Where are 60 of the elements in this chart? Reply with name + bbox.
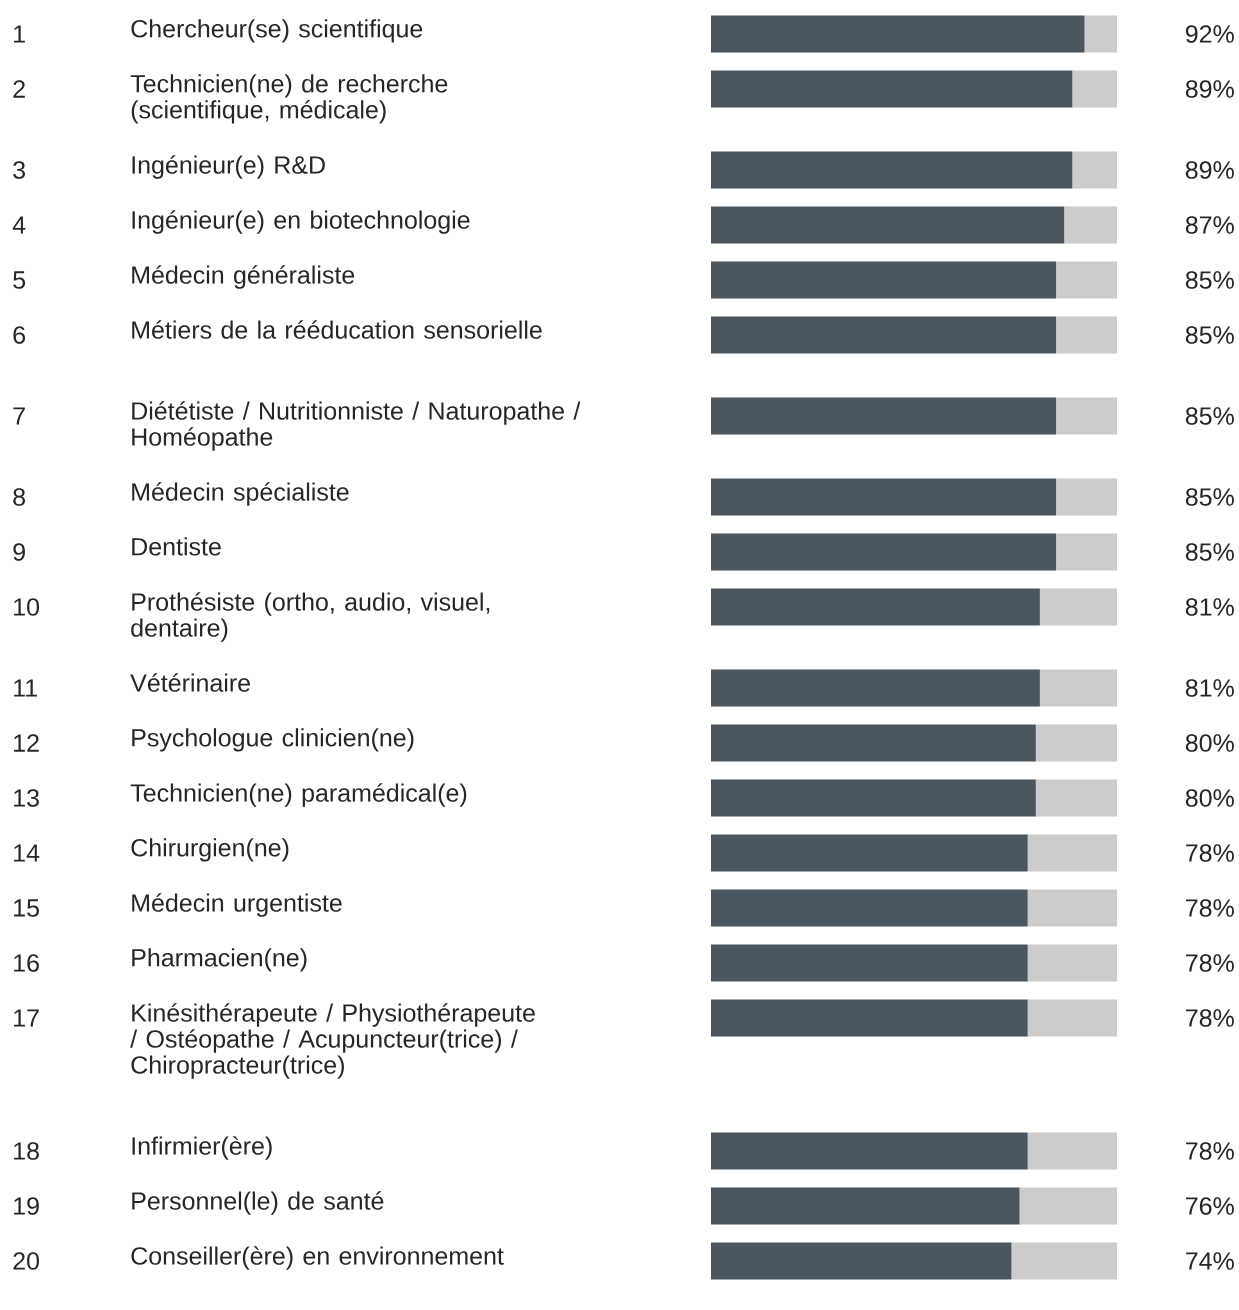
data-label: 89% — [1185, 161, 1234, 179]
text: 7 — [13, 407, 25, 425]
y-tick-label: Technicien(ne) de recherche (scientifique, médicale) — [130, 74, 448, 124]
text: 2 — [13, 80, 25, 98]
data-label: 89% — [1185, 80, 1234, 98]
data-label: 85% — [1185, 407, 1234, 425]
y-tick-label: Technicien(ne) paramédical(e) — [130, 783, 467, 807]
data-label: 85% — [1185, 543, 1234, 561]
data-label: 85% — [1185, 326, 1234, 344]
text: 5 — [13, 271, 26, 289]
y-tick-label: Médecin spécialiste — [132, 482, 349, 506]
data-label: 78% — [1186, 1142, 1234, 1160]
data-label: 76% — [1186, 1197, 1234, 1215]
text: 1 — [14, 25, 25, 43]
data-label: 81% — [1185, 679, 1234, 697]
data-label: 78% — [1186, 844, 1234, 862]
data-label: 85% — [1185, 488, 1234, 506]
data-label: 74% — [1186, 1252, 1234, 1270]
text: 16 — [14, 954, 39, 972]
text: 15 — [14, 899, 39, 917]
text: 19 — [14, 1197, 39, 1215]
data-label: 78% — [1186, 1009, 1234, 1027]
y-tick-label: Conseiller(ère) en environnement — [131, 1246, 504, 1270]
y-tick-label: Psychologue clinicien(ne) — [132, 728, 414, 752]
text: 11 — [14, 679, 37, 697]
text: 17 — [14, 1009, 39, 1027]
y-tick-label: Personnel(le) de santé — [132, 1191, 384, 1215]
data-label: 78% — [1186, 899, 1234, 917]
data-label: 87% — [1185, 216, 1234, 234]
y-tick-label: Ingénieur(e) en biotechnologie — [132, 210, 470, 234]
data-label: 80% — [1185, 789, 1234, 807]
data-label: 92% — [1185, 25, 1234, 43]
y-tick-label: Diététiste / Nutritionniste / Naturopathe / Homéopathe — [132, 401, 581, 451]
text: 13 — [14, 789, 39, 807]
text: 9 — [13, 543, 25, 561]
y-tick-label: Chercheur(se) scientifique — [131, 19, 423, 43]
text: 20 — [13, 1252, 40, 1270]
y-tick-label: Médecin urgentiste — [132, 893, 342, 917]
data-label: 81% — [1185, 598, 1234, 616]
y-tick-label: Pharmacien(ne) — [132, 948, 307, 972]
y-tick-label: Dentiste — [132, 537, 221, 556]
data-label: 78% — [1186, 954, 1234, 972]
text: 14 — [14, 844, 40, 862]
data-label: 85% — [1185, 271, 1234, 289]
text: 8 — [13, 488, 26, 506]
y-tick-label: Médecin généraliste — [132, 265, 355, 289]
y-tick-label: Infirmier(ère) — [132, 1136, 272, 1160]
text: 4 — [12, 216, 26, 234]
text: 6 — [13, 326, 26, 344]
text: 18 — [14, 1142, 39, 1160]
y-tick-label: Prothésiste (ortho, audio, visuel, dentaire) — [131, 592, 490, 642]
y-tick-label: Métiers de la rééducation sensorielle — [132, 320, 542, 339]
y-tick-label: Vétérinaire — [130, 673, 250, 692]
y-tick-label: Chirurgien(ne) — [131, 838, 289, 862]
text: 12 — [14, 734, 39, 752]
y-tick-label: Kinésithérapeute / Physiothérapeute / Ostéopathe / Acupuncteur(trice) / Chiropracteur(trice) — [130, 1003, 535, 1079]
y-tick-label: Ingénieur(e) R&D — [132, 155, 325, 179]
text: 10 — [14, 598, 40, 616]
data-label: 80% — [1185, 734, 1234, 752]
text: 3 — [13, 161, 26, 179]
